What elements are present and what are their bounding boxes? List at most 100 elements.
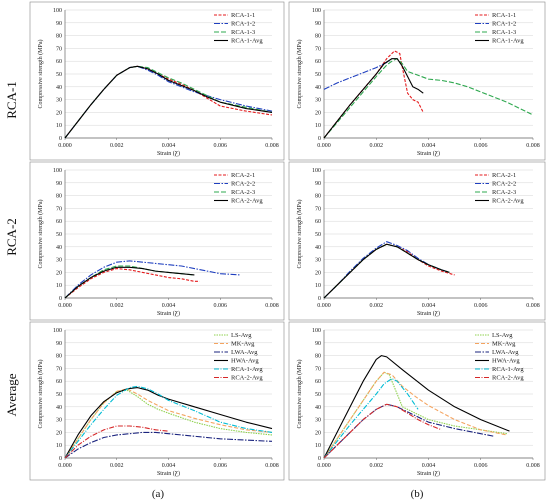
y-tick-label: 90 — [315, 181, 321, 187]
x-tick-label: 0.002 — [110, 143, 124, 149]
y-tick-label: 100 — [312, 168, 321, 174]
y-tick-label: 90 — [56, 341, 62, 347]
x-tick-label: 0.000 — [317, 463, 331, 469]
y-tick-label: 50 — [315, 72, 321, 78]
y-tick-label: 10 — [315, 123, 321, 129]
x-tick-label: 0.006 — [214, 143, 228, 149]
column-label-a: (a) — [152, 488, 165, 500]
y-tick-label: 10 — [315, 283, 321, 289]
x-axis-label: Strain (Ƹ) — [417, 150, 440, 157]
y-tick-label: 100 — [53, 168, 62, 174]
legend-entry: RCA-1-Avg — [492, 38, 524, 45]
y-tick-label: 40 — [315, 85, 321, 91]
series-line-rca-1-2 — [64, 65, 273, 139]
y-axis-label: Compressive strength (MPa) — [296, 360, 303, 429]
x-tick-label: 0.006 — [474, 303, 488, 309]
series-line-lwa-avg — [64, 431, 273, 459]
column-label-b: (b) — [411, 488, 424, 500]
x-tick-label: 0.004 — [162, 303, 176, 309]
y-axis-label: Compressive strength (MPa) — [37, 40, 44, 109]
y-tick-label: 100 — [312, 8, 321, 14]
y-tick-label: 30 — [315, 98, 321, 104]
panel-frame — [29, 321, 285, 481]
y-tick-label: 80 — [56, 354, 62, 360]
y-tick-label: 30 — [56, 98, 62, 104]
legend-entry: LS-Avg — [492, 332, 513, 339]
legend-entry: RCA-2-Avg — [231, 198, 263, 205]
series-line-rca-2-avg — [323, 403, 442, 459]
chart-panel-4: 0 10 20 30 40 50 60 70 80 90 100 0.000 0.002 0.004 0.0… — [288, 161, 546, 321]
x-tick-label: 0.000 — [317, 303, 331, 309]
x-tick-label: 0.008 — [526, 143, 540, 149]
y-tick-label: 20 — [56, 110, 62, 116]
y-tick-label: 10 — [315, 443, 321, 449]
y-tick-label: 60 — [56, 59, 62, 65]
y-tick-label: 40 — [56, 405, 62, 411]
x-tick-label: 0.006 — [474, 143, 488, 149]
y-tick-label: 80 — [56, 194, 62, 200]
x-tick-label: 0.000 — [58, 463, 72, 469]
x-tick-label: 0.002 — [110, 463, 124, 469]
chart-panel-6: 0 10 20 30 40 50 60 70 80 90 100 0.000 0.002 0.004 0.0… — [288, 321, 546, 481]
y-tick-label: 0 — [59, 456, 62, 462]
legend-entry: MK-Avg — [231, 341, 255, 348]
series-line-rca-1-avg — [64, 65, 273, 139]
row-label-average: Average — [4, 373, 19, 416]
legend-entry: RCA-2-3 — [492, 189, 516, 196]
row-label-rca2: RCA-2 — [4, 218, 19, 256]
y-tick-label: 50 — [56, 392, 62, 398]
legend-entry: LS-Avg — [231, 332, 252, 339]
series-line-rca-1-3 — [323, 58, 534, 139]
y-tick-label: 20 — [315, 430, 321, 436]
x-axis-label: Strain (Ƹ) — [157, 310, 180, 317]
y-tick-label: 30 — [56, 258, 62, 264]
legend-entry: RCA-1-Avg — [231, 38, 263, 45]
legend-entry: RCA-1-1 — [231, 12, 255, 19]
x-tick-label: 0.000 — [58, 303, 72, 309]
legend-entry: RCA-1-2 — [231, 21, 255, 28]
series-line-rca-1-avg — [64, 385, 273, 459]
legend-entry: LWA-Avg — [492, 349, 519, 356]
y-tick-label: 60 — [315, 379, 321, 385]
x-tick-label: 0.004 — [162, 463, 176, 469]
x-axis-label: Strain (Ƹ) — [417, 310, 440, 317]
y-tick-label: 80 — [56, 34, 62, 40]
x-tick-label: 0.000 — [317, 143, 331, 149]
legend-entry: HWA-Avg — [231, 358, 259, 365]
x-tick-label: 0.002 — [370, 143, 384, 149]
x-tick-label: 0.008 — [265, 463, 279, 469]
y-tick-label: 100 — [312, 328, 321, 334]
x-tick-label: 0.002 — [110, 303, 124, 309]
y-tick-label: 70 — [56, 206, 62, 212]
y-axis-label: Compressive strength (MPa) — [37, 200, 44, 269]
x-tick-label: 0.008 — [265, 303, 279, 309]
y-tick-label: 80 — [315, 194, 321, 200]
x-tick-label: 0.008 — [526, 303, 540, 309]
series-line-ls-avg — [64, 389, 273, 459]
x-tick-label: 0.000 — [58, 143, 72, 149]
series-line-rca-2-1 — [64, 268, 200, 299]
panel-frame — [29, 161, 285, 321]
series-line-rca-2-2 — [64, 260, 241, 299]
y-tick-label: 40 — [315, 405, 321, 411]
chart-panel-2: 0 10 20 30 40 50 60 70 80 90 100 0.000 0.002 0.004 0.0… — [288, 1, 546, 161]
legend-entry: MK-Avg — [492, 341, 516, 348]
panel-frame — [288, 1, 546, 161]
legend-entry: RCA-1-Avg — [231, 366, 263, 373]
y-tick-label: 90 — [315, 341, 321, 347]
y-tick-label: 100 — [53, 8, 62, 14]
y-tick-label: 20 — [56, 430, 62, 436]
legend-entry: RCA-2-2 — [492, 181, 516, 188]
legend-entry: RCA-2-1 — [492, 172, 516, 179]
y-tick-label: 10 — [56, 123, 62, 129]
y-tick-label: 80 — [315, 34, 321, 40]
y-tick-label: 80 — [315, 354, 321, 360]
series-line-mk-avg — [64, 388, 273, 459]
x-tick-label: 0.006 — [214, 303, 228, 309]
x-axis-label: Strain (Ƹ) — [417, 470, 440, 477]
x-tick-label: 0.006 — [474, 463, 488, 469]
y-tick-label: 60 — [315, 219, 321, 225]
x-tick-label: 0.004 — [162, 143, 176, 149]
x-tick-label: 0.004 — [422, 303, 436, 309]
